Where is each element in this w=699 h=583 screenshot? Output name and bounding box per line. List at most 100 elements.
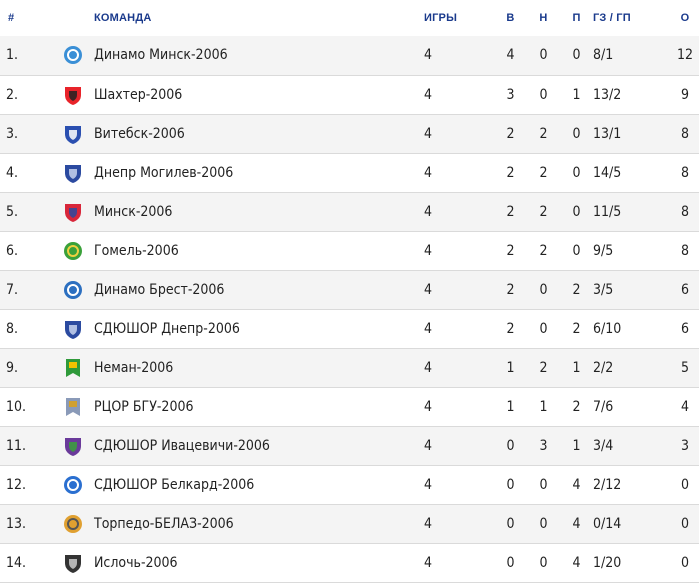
table-row[interactable]: 11. СДЮШОР Ивацевичи-2006 4 0 3 1 3/4 3 <box>0 426 699 465</box>
isloch-crest-icon[interactable] <box>62 552 84 574</box>
row-team-name[interactable]: СДЮШОР Днепр-2006 <box>94 309 424 348</box>
row-logo-cell <box>58 75 94 114</box>
row-team-name[interactable]: СДЮШОР Белкард-2006 <box>94 465 424 504</box>
row-position: 9. <box>6 359 19 376</box>
team-name-link[interactable]: Неман-2006 <box>94 359 174 376</box>
row-wins: 0 <box>506 476 515 493</box>
row-losses: 1 <box>572 359 581 376</box>
header-goals[interactable]: ГЗ / ГП <box>593 12 631 24</box>
table-row[interactable]: 6. Гомель-2006 4 2 2 0 9/5 8 <box>0 231 699 270</box>
row-position: 5. <box>6 203 19 220</box>
team-name-link[interactable]: СДЮШОР Ивацевичи-2006 <box>94 437 270 454</box>
table-row[interactable]: 13. Торпедо-БЕЛАЗ-2006 4 0 0 4 0/14 0 <box>0 504 699 543</box>
row-losses: 2 <box>572 398 581 415</box>
shakhter-crest-icon[interactable] <box>62 84 84 106</box>
header-row: # КОМАНДА ИГРЫ В Н П ГЗ / ГП О <box>0 0 699 36</box>
table-row[interactable]: 2. Шахтер-2006 4 3 0 1 13/2 9 <box>0 75 699 114</box>
row-points: 5 <box>680 359 689 376</box>
table-row[interactable]: 3. Витебск-2006 4 2 2 0 13/1 8 <box>0 114 699 153</box>
row-team-name[interactable]: Гомель-2006 <box>94 231 424 270</box>
row-wins: 0 <box>506 515 515 532</box>
neman-crest-icon[interactable] <box>62 357 84 379</box>
team-name-link[interactable]: РЦОР БГУ-2006 <box>94 398 194 415</box>
row-wins: 2 <box>506 164 515 181</box>
row-team-name[interactable]: Шахтер-2006 <box>94 75 424 114</box>
table-row[interactable]: 1. Динамо Минск-2006 4 4 0 0 8/1 12 <box>0 36 699 75</box>
table-row[interactable]: 14. Ислочь-2006 4 0 0 4 1/20 0 <box>0 543 699 582</box>
row-points: 9 <box>680 86 689 103</box>
row-logo-cell <box>58 192 94 231</box>
header-wins[interactable]: В <box>506 12 515 24</box>
table-row[interactable]: 9. Неман-2006 4 1 2 1 2/2 5 <box>0 348 699 387</box>
row-games: 4 <box>424 86 433 103</box>
row-points: 6 <box>680 281 689 298</box>
table-row[interactable]: 12. СДЮШОР Белкард-2006 4 0 0 4 2/12 0 <box>0 465 699 504</box>
table-row[interactable]: 4. Днепр Могилев-2006 4 2 2 0 14/5 8 <box>0 153 699 192</box>
table-row[interactable]: 5. Минск-2006 4 2 2 0 11/5 8 <box>0 192 699 231</box>
header-draws[interactable]: Н <box>539 12 548 24</box>
row-games: 4 <box>424 203 433 220</box>
header-team[interactable]: КОМАНДА <box>94 12 152 24</box>
row-team-name[interactable]: Минск-2006 <box>94 192 424 231</box>
header-losses[interactable]: П <box>572 12 581 24</box>
team-name-link[interactable]: Минск-2006 <box>94 203 173 220</box>
rtsor-bgu-crest-icon[interactable] <box>62 396 84 418</box>
row-logo-cell <box>58 309 94 348</box>
row-draws: 2 <box>539 242 548 259</box>
row-team-name[interactable]: Торпедо-БЕЛАЗ-2006 <box>94 504 424 543</box>
table-row[interactable]: 10. РЦОР БГУ-2006 4 1 1 2 7/6 4 <box>0 387 699 426</box>
row-logo-cell <box>58 465 94 504</box>
header-points[interactable]: О <box>680 12 690 24</box>
dinamo-minsk-crest-icon[interactable] <box>62 44 84 66</box>
row-team-name[interactable]: Днепр Могилев-2006 <box>94 153 424 192</box>
team-name-link[interactable]: Витебск-2006 <box>94 125 185 142</box>
row-wins: 1 <box>506 359 515 376</box>
row-team-name[interactable]: СДЮШОР Ивацевичи-2006 <box>94 426 424 465</box>
vitebsk-crest-icon[interactable] <box>62 123 84 145</box>
row-draws: 2 <box>539 203 548 220</box>
minsk-crest-icon[interactable] <box>62 201 84 223</box>
row-logo-cell <box>58 543 94 582</box>
team-name-link[interactable]: Гомель-2006 <box>94 242 179 259</box>
team-name-link[interactable]: Шахтер-2006 <box>94 86 183 103</box>
row-goals: 2/2 <box>593 359 614 376</box>
team-name-link[interactable]: Ислочь-2006 <box>94 554 178 571</box>
belkard-crest-icon[interactable] <box>62 474 84 496</box>
row-points: 8 <box>680 164 689 181</box>
row-points: 6 <box>680 320 689 337</box>
row-games: 4 <box>424 281 433 298</box>
row-points: 8 <box>680 242 689 259</box>
dinamo-brest-crest-icon[interactable] <box>62 279 84 301</box>
row-games: 4 <box>424 320 433 337</box>
row-losses: 4 <box>572 476 581 493</box>
row-team-name[interactable]: Неман-2006 <box>94 348 424 387</box>
row-games: 4 <box>424 359 433 376</box>
row-team-name[interactable]: Витебск-2006 <box>94 114 424 153</box>
torpedo-belaz-crest-icon[interactable] <box>62 513 84 535</box>
table-row[interactable]: 8. СДЮШОР Днепр-2006 4 2 0 2 6/10 6 <box>0 309 699 348</box>
ivatsevichi-crest-icon[interactable] <box>62 435 84 457</box>
row-losses: 4 <box>572 515 581 532</box>
row-games: 4 <box>424 47 433 64</box>
row-goals: 8/1 <box>593 47 614 64</box>
row-team-name[interactable]: РЦОР БГУ-2006 <box>94 387 424 426</box>
team-name-link[interactable]: Динамо Брест-2006 <box>94 281 225 298</box>
row-draws: 0 <box>539 281 548 298</box>
row-position: 14. <box>6 554 27 571</box>
team-name-link[interactable]: Динамо Минск-2006 <box>94 47 228 64</box>
team-name-link[interactable]: СДЮШОР Днепр-2006 <box>94 320 240 337</box>
dnepr-mogilev-crest-icon[interactable] <box>62 162 84 184</box>
row-team-name[interactable]: Динамо Минск-2006 <box>94 36 424 75</box>
gomel-crest-icon[interactable] <box>62 240 84 262</box>
team-name-link[interactable]: СДЮШОР Белкард-2006 <box>94 476 255 493</box>
table-row[interactable]: 7. Динамо Брест-2006 4 2 0 2 3/5 6 <box>0 270 699 309</box>
team-name-link[interactable]: Торпедо-БЕЛАЗ-2006 <box>94 515 234 532</box>
row-goals: 1/20 <box>593 554 622 571</box>
sdyushor-dnepr-crest-icon[interactable] <box>62 318 84 340</box>
row-goals: 13/1 <box>593 125 622 142</box>
row-team-name[interactable]: Динамо Брест-2006 <box>94 270 424 309</box>
row-team-name[interactable]: Ислочь-2006 <box>94 543 424 582</box>
team-name-link[interactable]: Днепр Могилев-2006 <box>94 164 234 181</box>
header-games[interactable]: ИГРЫ <box>424 12 458 24</box>
